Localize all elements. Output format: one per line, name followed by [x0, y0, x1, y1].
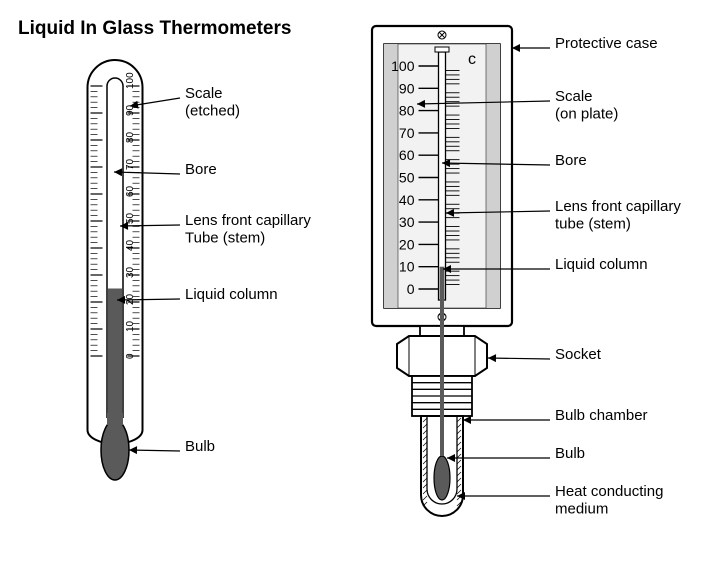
svg-text:30: 30	[399, 214, 415, 230]
svg-text:Lens front capillarytube (stem: Lens front capillarytube (stem)	[555, 198, 681, 232]
svg-text:Bulb: Bulb	[185, 438, 215, 455]
svg-text:Scale(etched): Scale(etched)	[185, 85, 240, 119]
svg-text:90: 90	[399, 80, 415, 96]
page-title: Liquid In Glass Thermometers	[18, 18, 291, 40]
svg-text:10: 10	[125, 320, 136, 332]
svg-text:70: 70	[125, 158, 136, 170]
svg-text:70: 70	[399, 125, 415, 141]
right-thermometer: 0 10 20 30 40 50 60 70 80 90 100 c Protective case Sc…	[372, 26, 681, 517]
svg-text:80: 80	[125, 131, 136, 143]
svg-text:50: 50	[399, 170, 415, 186]
svg-text:60: 60	[125, 185, 136, 197]
svg-text:0: 0	[125, 353, 136, 359]
svg-text:Liquid column: Liquid column	[185, 286, 278, 303]
svg-text:0: 0	[407, 281, 415, 297]
left-thermometer: 0102030405060708090100Scale(etched)BoreL…	[88, 60, 312, 480]
svg-text:50: 50	[125, 212, 136, 224]
svg-text:80: 80	[399, 103, 415, 119]
svg-text:60: 60	[399, 147, 415, 163]
svg-text:40: 40	[399, 192, 415, 208]
svg-text:Socket: Socket	[555, 346, 602, 363]
svg-text:40: 40	[125, 239, 136, 251]
svg-text:Bore: Bore	[185, 161, 217, 178]
svg-text:Liquid column: Liquid column	[555, 256, 648, 273]
svg-text:Bulb: Bulb	[555, 445, 585, 462]
svg-text:Heat conductingmedium: Heat conductingmedium	[555, 483, 663, 517]
svg-text:20: 20	[399, 236, 415, 252]
svg-text:c: c	[468, 51, 476, 68]
svg-text:10: 10	[399, 259, 415, 275]
svg-text:100: 100	[391, 58, 415, 74]
svg-text:Bulb chamber: Bulb chamber	[555, 407, 648, 424]
svg-text:Scale(on plate): Scale(on plate)	[555, 88, 618, 122]
svg-text:Lens front capillaryTube (stem: Lens front capillaryTube (stem)	[185, 212, 311, 246]
svg-text:Protective case: Protective case	[555, 35, 658, 52]
svg-text:Bore: Bore	[555, 152, 587, 169]
svg-text:100: 100	[125, 72, 136, 89]
diagram-canvas: 0102030405060708090100Scale(etched)BoreL…	[0, 0, 720, 562]
svg-text:30: 30	[125, 266, 136, 278]
